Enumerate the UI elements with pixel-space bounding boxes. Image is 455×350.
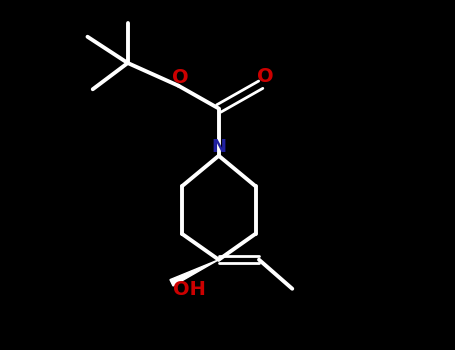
Text: OH: OH (173, 280, 206, 299)
Text: O: O (257, 68, 273, 86)
Text: O: O (172, 68, 188, 87)
Polygon shape (170, 260, 219, 286)
Text: N: N (211, 138, 226, 156)
